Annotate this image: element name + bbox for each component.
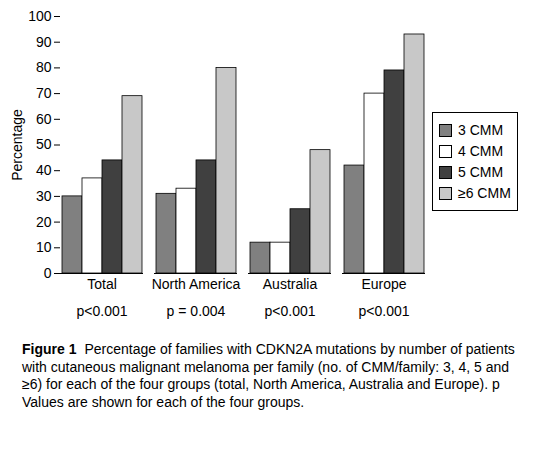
html-text:Percentage of families with CD: Percentage of families with CDKN2A mutat… xyxy=(22,341,515,410)
html-text:≥6 CMM: ≥6 CMM xyxy=(458,185,511,201)
svg-text:80: 80 xyxy=(36,59,52,75)
svg-text:p<0.001: p<0.001 xyxy=(77,303,128,319)
html-text:5 CMM: 5 CMM xyxy=(458,164,504,180)
svg-text:p = 0.004: p = 0.004 xyxy=(167,303,226,319)
svg-text:60: 60 xyxy=(36,111,52,127)
svg-text:Total: Total xyxy=(87,276,117,292)
svg-text:0: 0 xyxy=(44,265,52,281)
svg-text:50: 50 xyxy=(36,136,52,152)
svg-text:90: 90 xyxy=(36,34,52,50)
svg-text:p<0.001: p<0.001 xyxy=(359,303,410,319)
svg-text:10: 10 xyxy=(36,239,52,255)
svg-text:Europe: Europe xyxy=(361,276,406,292)
svg-text:North America: North America xyxy=(152,276,241,292)
svg-text:Percentage: Percentage xyxy=(9,109,25,181)
svg-text:70: 70 xyxy=(36,85,52,101)
html-text:Figure 1: Figure 1 xyxy=(22,341,77,357)
svg-text:p<0.001: p<0.001 xyxy=(265,303,316,319)
svg-text:100: 100 xyxy=(28,8,52,24)
svg-text:30: 30 xyxy=(36,188,52,204)
html-text:3 CMM: 3 CMM xyxy=(458,122,504,138)
svg-text:40: 40 xyxy=(36,162,52,178)
html-text:4 CMM: 4 CMM xyxy=(458,143,504,159)
svg-text:20: 20 xyxy=(36,214,52,230)
svg-text:Australia: Australia xyxy=(263,276,318,292)
